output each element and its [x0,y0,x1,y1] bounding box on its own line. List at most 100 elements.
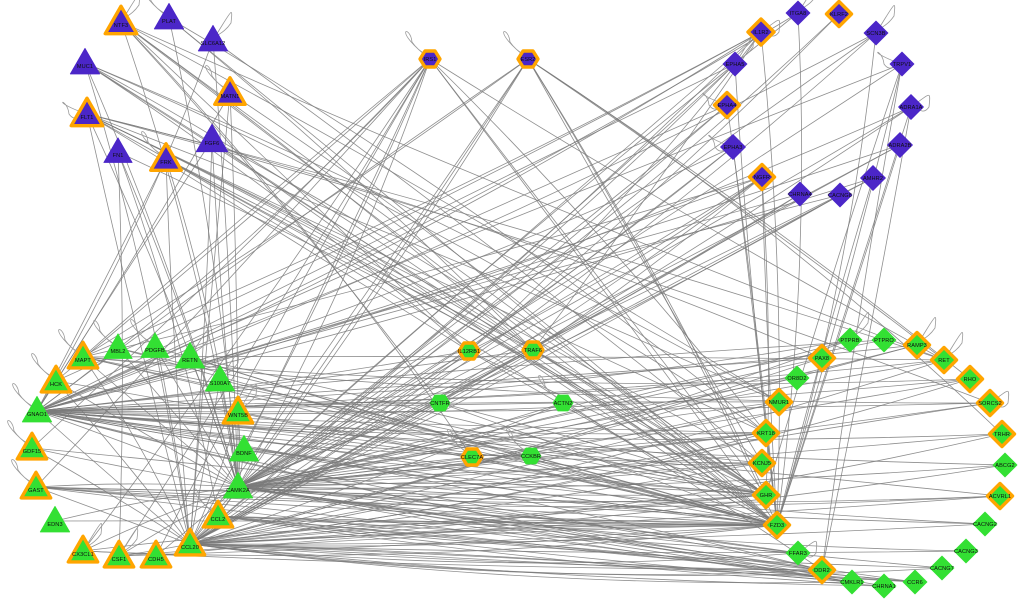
graph-edge[interactable] [237,357,823,488]
graph-edge[interactable] [237,350,470,488]
graph-edge[interactable] [36,31,762,412]
graph-edge[interactable] [468,31,762,352]
graph-node-triangle[interactable] [102,539,136,569]
graph-node-diamond[interactable] [985,481,1015,511]
graph-edge[interactable] [117,151,219,517]
graph-node-hexagon[interactable] [516,49,540,69]
graph-edge[interactable] [82,520,778,552]
graph-node-diamond[interactable] [837,327,863,353]
graph-edge[interactable] [532,31,762,351]
graph-edge[interactable] [189,31,762,545]
graph-edge[interactable] [36,357,823,412]
graph-edge[interactable] [36,339,885,412]
graph-node-triangle[interactable] [149,142,183,173]
graph-edge[interactable] [237,146,734,488]
graph-edge[interactable] [36,344,918,412]
graph-edge[interactable] [82,58,431,358]
graph-edge[interactable] [84,62,780,403]
graph-edge[interactable] [468,176,763,352]
graph-node-diamond[interactable] [902,330,932,360]
graph-edge[interactable] [84,62,767,434]
graph-edge[interactable] [532,349,767,496]
graph-node-diamond[interactable] [953,538,979,564]
graph-edge[interactable] [189,139,213,545]
graph-edge[interactable] [86,113,534,351]
graph-edge[interactable] [120,21,534,351]
graph-edge[interactable] [439,402,778,526]
graph-edge[interactable] [429,58,767,496]
graph-edge[interactable] [36,193,801,412]
graph-node-diamond[interactable] [992,452,1018,478]
graph-node-diamond[interactable] [762,510,792,540]
graph-edge[interactable] [82,31,762,358]
graph-edge[interactable] [237,177,874,488]
graph-node-diamond[interactable] [898,94,924,120]
graph-node-triangle[interactable] [140,332,170,358]
graph-node-triangle[interactable] [201,499,235,529]
graph-node-triangle[interactable] [173,527,207,557]
graph-edge[interactable] [36,410,191,545]
graph-node-diamond[interactable] [863,20,889,46]
graph-edge[interactable] [776,63,903,526]
graph-edge[interactable] [821,106,912,571]
graph-edge[interactable] [155,58,431,557]
graph-edge[interactable] [82,356,767,496]
graph-edge[interactable] [35,486,778,526]
graph-edge[interactable] [527,58,1003,435]
graph-edge[interactable] [35,483,239,488]
graph-edge[interactable] [36,377,798,412]
graph-node-diamond[interactable] [975,388,1005,418]
graph-node-hexagon[interactable] [429,394,451,412]
graph-edge[interactable] [165,158,778,526]
graph-node-diamond[interactable] [785,0,811,26]
graph-edge[interactable] [165,158,767,496]
graph-node-triangle[interactable] [222,471,254,499]
graph-edge[interactable] [36,410,767,496]
graph-edge[interactable] [237,486,1001,503]
graph-edge[interactable] [189,356,767,496]
graph-edge[interactable] [217,58,529,517]
graph-node-hexagon[interactable] [552,394,574,412]
graph-edge[interactable] [36,63,736,412]
graph-node-diamond[interactable] [887,132,913,158]
graph-edge[interactable] [732,146,778,526]
graph-node-hexagon[interactable] [418,49,442,69]
graph-node-diamond[interactable] [787,181,813,207]
graph-edge[interactable] [189,402,564,545]
graph-edge[interactable] [532,176,763,351]
graph-node-triangle[interactable] [153,2,185,30]
graph-node-diamond[interactable] [972,511,998,537]
graph-edge[interactable] [36,177,874,412]
graph-edge[interactable] [189,524,778,545]
graph-edge[interactable] [36,378,971,415]
graph-edge[interactable] [31,447,191,545]
graph-edge[interactable] [84,62,191,545]
graph-edge[interactable] [120,21,473,458]
graph-edge[interactable] [36,410,853,583]
graph-edge[interactable] [189,63,736,545]
graph-node-triangle[interactable] [221,395,255,425]
graph-node-triangle[interactable] [69,47,101,75]
graph-edge[interactable] [120,21,780,403]
graph-node-hexagon[interactable] [521,340,545,360]
graph-edge[interactable] [36,146,734,412]
graph-edge[interactable] [189,411,239,545]
graph-node-diamond[interactable] [871,327,897,353]
graph-node-diamond[interactable] [871,573,897,599]
graph-node-hexagon[interactable] [460,447,484,467]
graph-edge[interactable] [84,62,534,351]
graph-node-triangle[interactable] [15,431,49,461]
graph-node-diamond[interactable] [839,569,865,595]
graph-node-triangle[interactable] [174,341,206,369]
graph-node-diamond[interactable] [860,165,886,191]
graph-node-triangle[interactable] [66,340,100,370]
graph-edge[interactable] [82,356,991,404]
graph-node-triangle[interactable] [19,470,53,500]
graph-edge[interactable] [54,520,778,526]
graph-node-triangle[interactable] [66,534,100,564]
graph-node-diamond[interactable] [747,448,777,478]
graph-edge[interactable] [237,104,728,488]
graph-edge[interactable] [118,486,239,557]
graph-node-diamond[interactable] [902,569,928,595]
graph-node-diamond[interactable] [722,51,748,77]
